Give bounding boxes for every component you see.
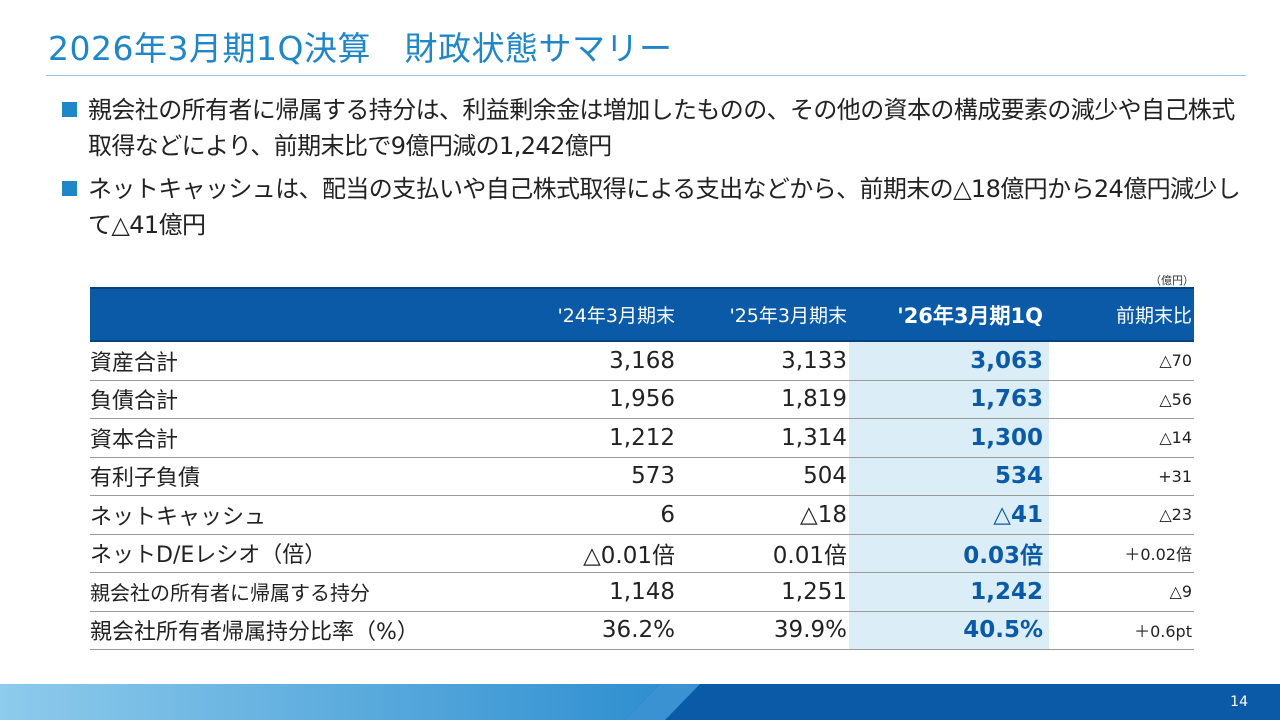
cell-fy26-q1: 3,063 (849, 341, 1049, 381)
cell-change: ＋0.6pt (1049, 611, 1194, 650)
cell-fy25: 504 (677, 457, 849, 496)
square-bullet-icon (62, 181, 77, 196)
row-label: 負債合計 (90, 380, 510, 419)
cell-change: +31 (1049, 457, 1194, 496)
cell-fy24: △0.01倍 (510, 534, 677, 573)
table-row: 親会社の所有者に帰属する持分 1,148 1,251 1,242 △9 (90, 572, 1194, 612)
financial-summary-table: '24年3月期末 '25年3月期末 '26年3月期1Q 前期末比 資産合計 3,… (90, 287, 1194, 650)
cell-fy24: 1,148 (510, 572, 677, 612)
footer-band (0, 684, 1280, 720)
page-number: 14 (1230, 694, 1248, 710)
cell-fy24: 3,168 (510, 341, 677, 381)
header-fy24: '24年3月期末 (510, 287, 677, 342)
slide-title: 2026年3月期1Q決算 財政状態サマリー (48, 29, 673, 68)
cell-fy25: 1,314 (677, 418, 849, 458)
row-label: 有利子負債 (90, 457, 510, 496)
header-fy25: '25年3月期末 (677, 287, 849, 342)
table-row: 有利子負債 573 504 534 +31 (90, 457, 1194, 496)
cell-fy26-q1: 0.03倍 (849, 534, 1049, 573)
table-row: 負債合計 1,956 1,819 1,763 △56 (90, 380, 1194, 419)
table-row: ネットD/Eレシオ（倍） △0.01倍 0.01倍 0.03倍 ＋0.02倍 (90, 534, 1194, 573)
table-row: 親会社所有者帰属持分比率（%） 36.2% 39.9% 40.5% ＋0.6pt (90, 611, 1194, 650)
bullet-list: 親会社の所有者に帰属する持分は、利益剰余金は増加したものの、その他の資本の構成要… (62, 92, 1252, 250)
cell-fy24: 1,956 (510, 380, 677, 419)
header-fy26-q1: '26年3月期1Q (849, 287, 1049, 342)
cell-fy24: 1,212 (510, 418, 677, 458)
cell-fy26-q1: 534 (849, 457, 1049, 496)
bullet-item: 親会社の所有者に帰属する持分は、利益剰余金は増加したものの、その他の資本の構成要… (62, 92, 1252, 164)
title-divider (46, 75, 1246, 76)
cell-fy25: 0.01倍 (677, 534, 849, 573)
bullet-text: 親会社の所有者に帰属する持分は、利益剰余金は増加したものの、その他の資本の構成要… (88, 96, 1235, 160)
square-bullet-icon (62, 102, 77, 117)
row-label: 資本合計 (90, 418, 510, 458)
bullet-text: ネットキャッシュは、配当の支払いや自己株式取得による支出などから、前期末の△18… (88, 175, 1241, 239)
cell-change: △56 (1049, 380, 1194, 419)
cell-fy26-q1: 1,242 (849, 572, 1049, 612)
header-label (90, 287, 510, 342)
table-row: 資本合計 1,212 1,314 1,300 △14 (90, 418, 1194, 458)
row-label: 親会社所有者帰属持分比率（%） (90, 611, 510, 650)
cell-fy25: △18 (677, 495, 849, 535)
footer-decoration (0, 684, 1280, 720)
cell-fy25: 1,251 (677, 572, 849, 612)
cell-change: △9 (1049, 572, 1194, 612)
cell-change: ＋0.02倍 (1049, 534, 1194, 573)
row-label: ネットD/Eレシオ（倍） (90, 534, 510, 573)
cell-fy26-q1: 40.5% (849, 611, 1049, 650)
unit-label: （億円） (1150, 274, 1194, 287)
cell-fy25: 39.9% (677, 611, 849, 650)
header-change: 前期末比 (1049, 287, 1194, 342)
cell-fy26-q1: △41 (849, 495, 1049, 535)
row-label: ネットキャッシュ (90, 495, 510, 535)
cell-fy24: 573 (510, 457, 677, 496)
cell-fy24: 36.2% (510, 611, 677, 650)
cell-fy26-q1: 1,300 (849, 418, 1049, 458)
row-label: 資産合計 (90, 341, 510, 381)
bullet-item: ネットキャッシュは、配当の支払いや自己株式取得による支出などから、前期末の△18… (62, 171, 1252, 243)
cell-fy26-q1: 1,763 (849, 380, 1049, 419)
table-row: ネットキャッシュ 6 △18 △41 △23 (90, 495, 1194, 535)
table-row: 資産合計 3,168 3,133 3,063 △70 (90, 341, 1194, 381)
table-header-row: '24年3月期末 '25年3月期末 '26年3月期1Q 前期末比 (90, 287, 1194, 342)
cell-change: △70 (1049, 341, 1194, 381)
cell-fy25: 1,819 (677, 380, 849, 419)
cell-fy24: 6 (510, 495, 677, 535)
cell-change: △23 (1049, 495, 1194, 535)
row-label: 親会社の所有者に帰属する持分 (90, 572, 510, 612)
cell-fy25: 3,133 (677, 341, 849, 381)
cell-change: △14 (1049, 418, 1194, 458)
